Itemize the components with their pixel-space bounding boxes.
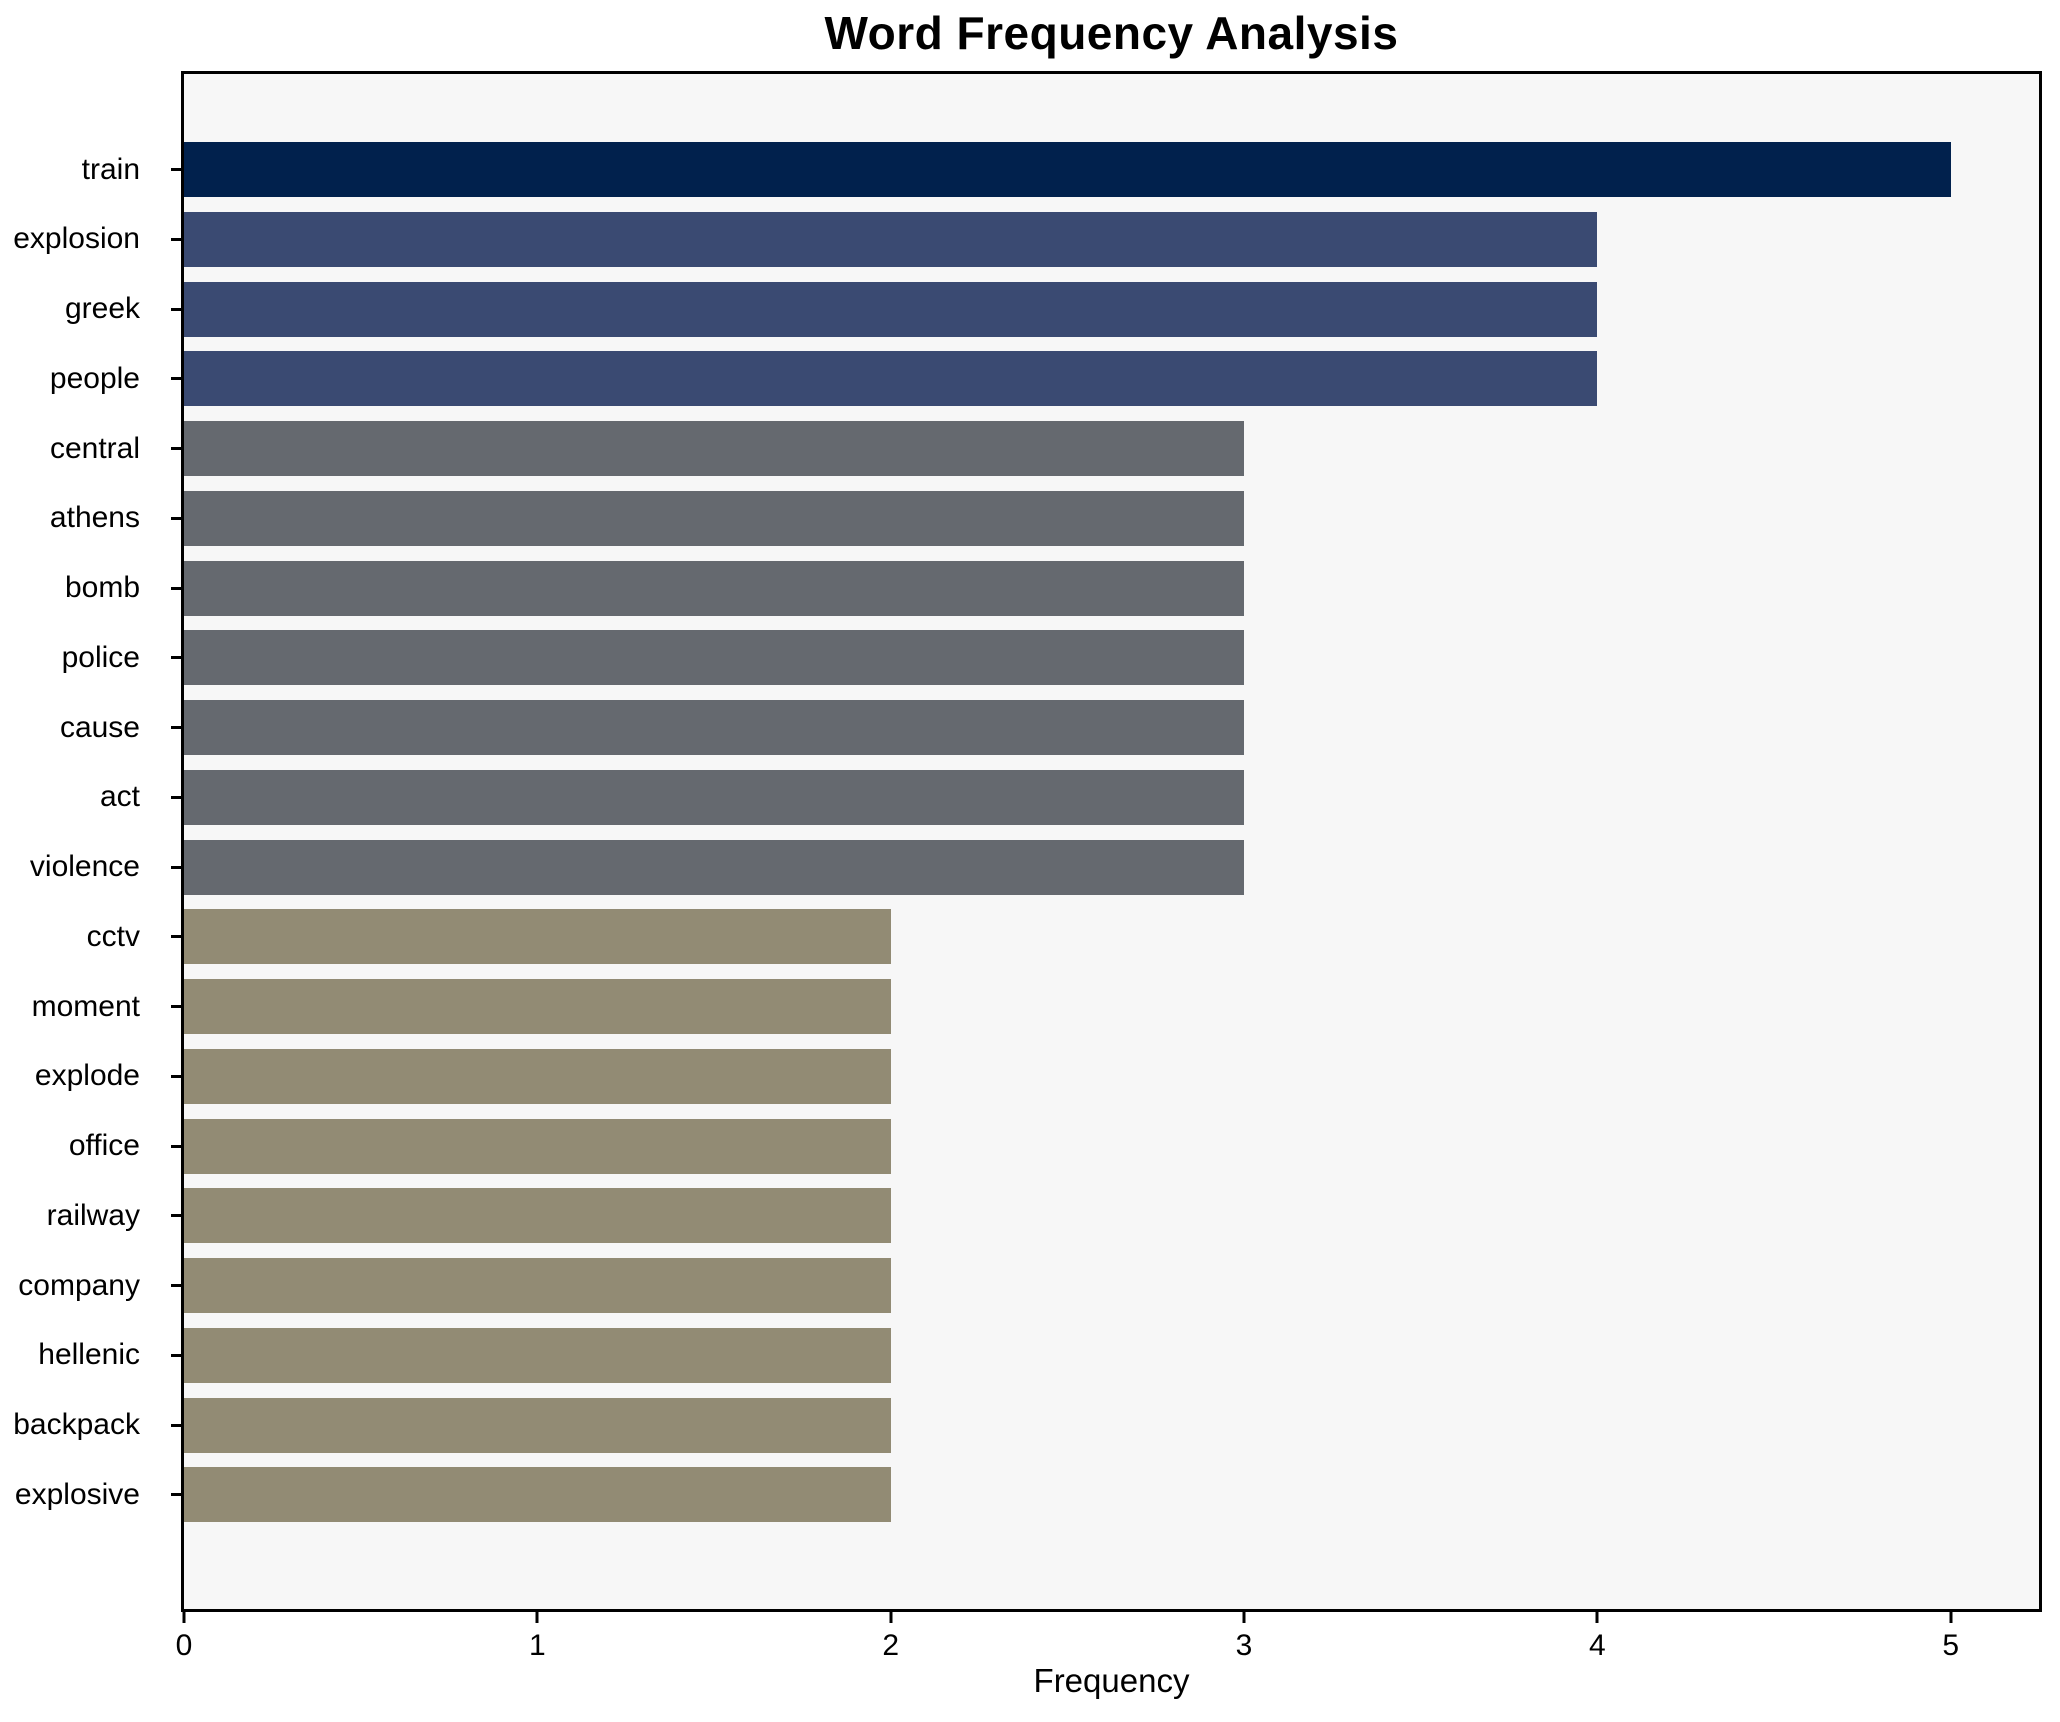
bar xyxy=(184,979,891,1034)
y-tick-label: cctv xyxy=(86,919,140,953)
y-tick-label: company xyxy=(18,1268,140,1302)
y-tick-label: violence xyxy=(29,850,140,883)
y-tick-mark xyxy=(171,1284,182,1287)
bar xyxy=(184,1258,891,1313)
bar xyxy=(184,1118,891,1174)
y-tick-label: act xyxy=(99,780,140,814)
y-tick-mark xyxy=(171,656,182,660)
bar xyxy=(184,281,1598,337)
y-tick-label: moment xyxy=(31,989,140,1023)
x-tick-label: 3 xyxy=(1235,1629,1253,1662)
y-tick-label: explode xyxy=(34,1059,140,1093)
y-tick-mark xyxy=(171,1353,182,1357)
bar xyxy=(184,211,1598,267)
x-axis-title: Frequency xyxy=(1033,1662,1190,1699)
x-tick-mark xyxy=(535,1612,539,1623)
bar xyxy=(184,909,891,965)
y-tick-label: hellenic xyxy=(38,1338,140,1372)
y-tick-mark xyxy=(171,795,182,799)
bar xyxy=(184,1467,891,1523)
y-tick-mark xyxy=(171,1005,182,1008)
bar xyxy=(184,769,1244,825)
y-tick-mark xyxy=(171,1144,182,1148)
y-tick-label: bomb xyxy=(64,571,140,604)
x-tick-mark xyxy=(1595,1612,1599,1623)
bar xyxy=(184,1327,891,1383)
y-tick-label: cause xyxy=(59,710,140,744)
x-tick-label: 5 xyxy=(1942,1629,1959,1662)
y-tick-mark xyxy=(171,726,182,729)
bar xyxy=(184,1397,891,1453)
bar xyxy=(184,630,1244,686)
x-tick-label: 4 xyxy=(1588,1629,1606,1662)
y-tick-mark xyxy=(171,935,182,939)
bar xyxy=(184,142,1951,197)
x-tick-label: 0 xyxy=(175,1629,193,1662)
bar xyxy=(184,1048,891,1104)
y-tick-label: greek xyxy=(64,292,140,325)
bar xyxy=(184,839,1244,895)
y-tick-label: train xyxy=(81,152,140,186)
y-tick-label: backpack xyxy=(13,1408,140,1441)
y-tick-label: athens xyxy=(49,501,140,535)
bar xyxy=(184,421,1244,476)
y-tick-mark xyxy=(171,447,182,450)
bar xyxy=(184,351,1598,407)
y-tick-mark xyxy=(171,377,182,381)
y-axis-labels: train explosion greek people central athens bo… xyxy=(3,74,162,1609)
y-tick-label: explosion xyxy=(13,222,140,256)
bar xyxy=(184,490,1244,546)
y-tick-mark xyxy=(171,1423,182,1427)
y-tick-label: people xyxy=(49,361,140,395)
y-tick-mark xyxy=(171,865,182,869)
y-tick-mark xyxy=(171,586,182,590)
x-tick-label: 2 xyxy=(882,1629,899,1662)
bar xyxy=(184,700,1244,755)
bar xyxy=(184,560,1244,616)
plot-area: train explosion greek people central athens bo… xyxy=(13,71,2042,1662)
y-tick-mark xyxy=(171,1493,182,1497)
y-tick-mark xyxy=(171,1214,182,1218)
y-tick-mark xyxy=(171,516,182,520)
y-tick-mark xyxy=(171,1074,182,1078)
x-tick-mark xyxy=(1949,1612,1953,1623)
x-tick-label: 1 xyxy=(528,1629,546,1662)
y-tick-label: office xyxy=(68,1129,140,1162)
y-tick-label: police xyxy=(61,640,140,674)
chart-title: Word Frequency Analysis xyxy=(824,7,1399,59)
bar xyxy=(184,1188,891,1244)
x-tick-mark xyxy=(889,1612,893,1623)
x-tick-mark xyxy=(182,1612,186,1623)
y-tick-label: railway xyxy=(46,1198,140,1232)
y-tick-mark xyxy=(171,168,182,171)
y-tick-mark xyxy=(171,307,182,311)
y-tick-mark xyxy=(171,237,182,241)
y-tick-label: central xyxy=(49,431,140,465)
x-tick-mark xyxy=(1242,1612,1246,1623)
y-tick-label: explosive xyxy=(14,1477,140,1511)
